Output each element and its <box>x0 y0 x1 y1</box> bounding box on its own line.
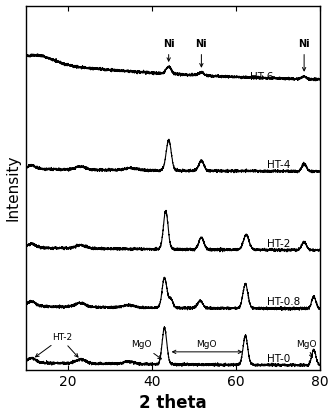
Text: Ni: Ni <box>196 39 207 67</box>
X-axis label: 2 theta: 2 theta <box>139 395 207 413</box>
Text: HT-2: HT-2 <box>52 333 72 342</box>
Text: HT-4: HT-4 <box>267 160 291 170</box>
Text: HT-0.8: HT-0.8 <box>267 298 301 307</box>
Y-axis label: Intensity: Intensity <box>6 155 21 221</box>
Text: HT-2: HT-2 <box>267 239 291 249</box>
Text: HT-0: HT-0 <box>267 354 291 364</box>
Text: Ni: Ni <box>163 39 174 61</box>
Text: HT-6: HT-6 <box>250 71 274 82</box>
Text: MgO: MgO <box>131 340 161 359</box>
Text: MgO: MgO <box>297 340 317 349</box>
Text: Ni: Ni <box>298 39 310 71</box>
Text: MgO: MgO <box>196 340 217 349</box>
